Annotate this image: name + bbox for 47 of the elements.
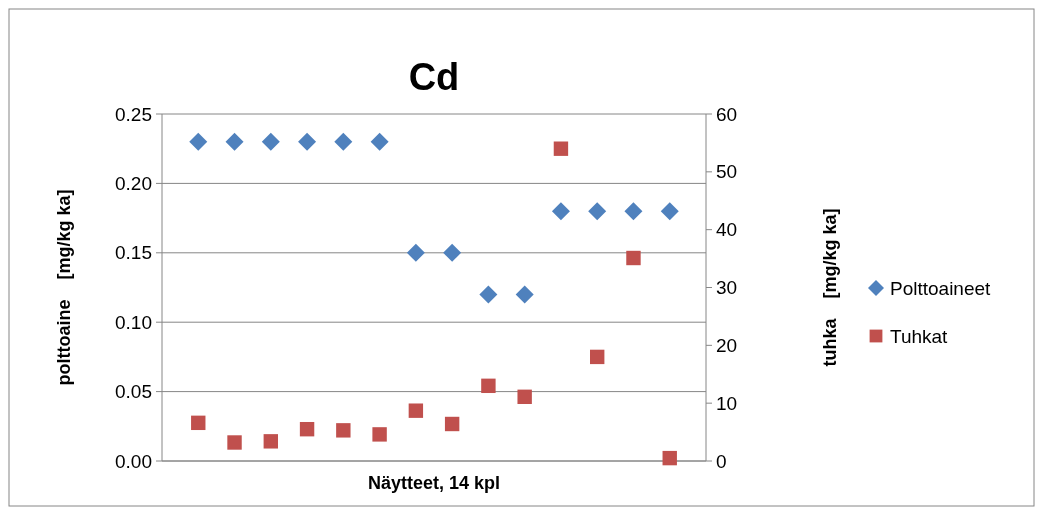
point [408, 403, 424, 418]
y2-tick-label: 50 [716, 161, 738, 183]
point [227, 435, 242, 450]
point [626, 250, 641, 266]
y-tick-label: 0.20 [115, 173, 152, 195]
point [299, 421, 315, 437]
y-tick-label: 0.00 [115, 450, 152, 472]
point [481, 378, 496, 394]
y-tick-label: 0.15 [115, 242, 152, 264]
point [406, 243, 425, 262]
point [191, 415, 206, 431]
point [444, 416, 460, 432]
point [479, 285, 498, 304]
point [443, 243, 462, 262]
point [624, 202, 643, 221]
point [334, 132, 353, 151]
y2-tick-label: 0 [716, 450, 727, 472]
point [662, 450, 677, 466]
y2-tick-label: 30 [716, 277, 738, 299]
point [336, 423, 351, 438]
point [551, 202, 570, 221]
y2-tick-label: 20 [716, 334, 738, 356]
legend-label: Polttoaineet [890, 277, 992, 299]
point [660, 202, 679, 221]
legend-label: Tuhkat [890, 325, 949, 347]
y-tick-label: 0.10 [115, 311, 152, 333]
point [553, 141, 569, 156]
y2-tick-label: 10 [716, 392, 738, 414]
point [515, 285, 534, 304]
point [225, 132, 244, 151]
point [370, 132, 389, 151]
point [517, 389, 532, 405]
y-tick-label: 0.05 [115, 381, 152, 403]
point [261, 132, 280, 151]
point [189, 132, 208, 151]
x-axis-title: Näytteet, 14 kpl [367, 473, 501, 493]
point [588, 202, 607, 221]
y-tick-label: 0.25 [115, 103, 152, 125]
point [590, 349, 605, 365]
point [372, 427, 387, 442]
y2-tick-label: 60 [716, 103, 738, 125]
y2-axis-title: tuhka [mg/kg ka] [820, 208, 840, 367]
y2-tick-label: 40 [716, 219, 738, 241]
point [263, 434, 278, 449]
chart-title: Cd [408, 56, 460, 98]
point [298, 132, 317, 151]
y-axis-title: polttoaine [mg/kg ka] [54, 189, 74, 386]
